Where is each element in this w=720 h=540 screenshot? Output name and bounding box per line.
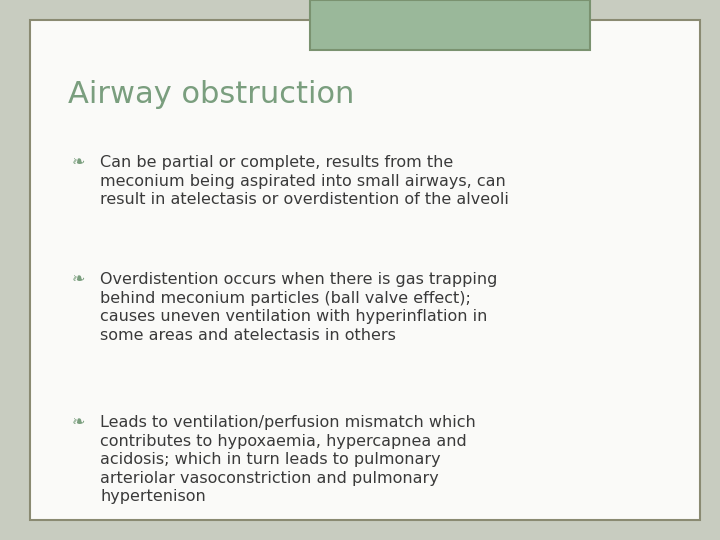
Text: Can be partial or complete, results from the
meconium being aspirated into small: Can be partial or complete, results from… [100, 155, 509, 207]
Text: ❧: ❧ [72, 415, 86, 430]
Text: ❧: ❧ [72, 272, 86, 287]
Text: Leads to ventilation/perfusion mismatch which
contributes to hypoxaemia, hyperca: Leads to ventilation/perfusion mismatch … [100, 415, 476, 504]
Text: Airway obstruction: Airway obstruction [68, 80, 354, 109]
Text: ❧: ❧ [72, 155, 86, 170]
Bar [310, 0, 590, 50]
Text: Overdistention occurs when there is gas trapping
behind meconium particles (ball: Overdistention occurs when there is gas … [100, 272, 498, 343]
